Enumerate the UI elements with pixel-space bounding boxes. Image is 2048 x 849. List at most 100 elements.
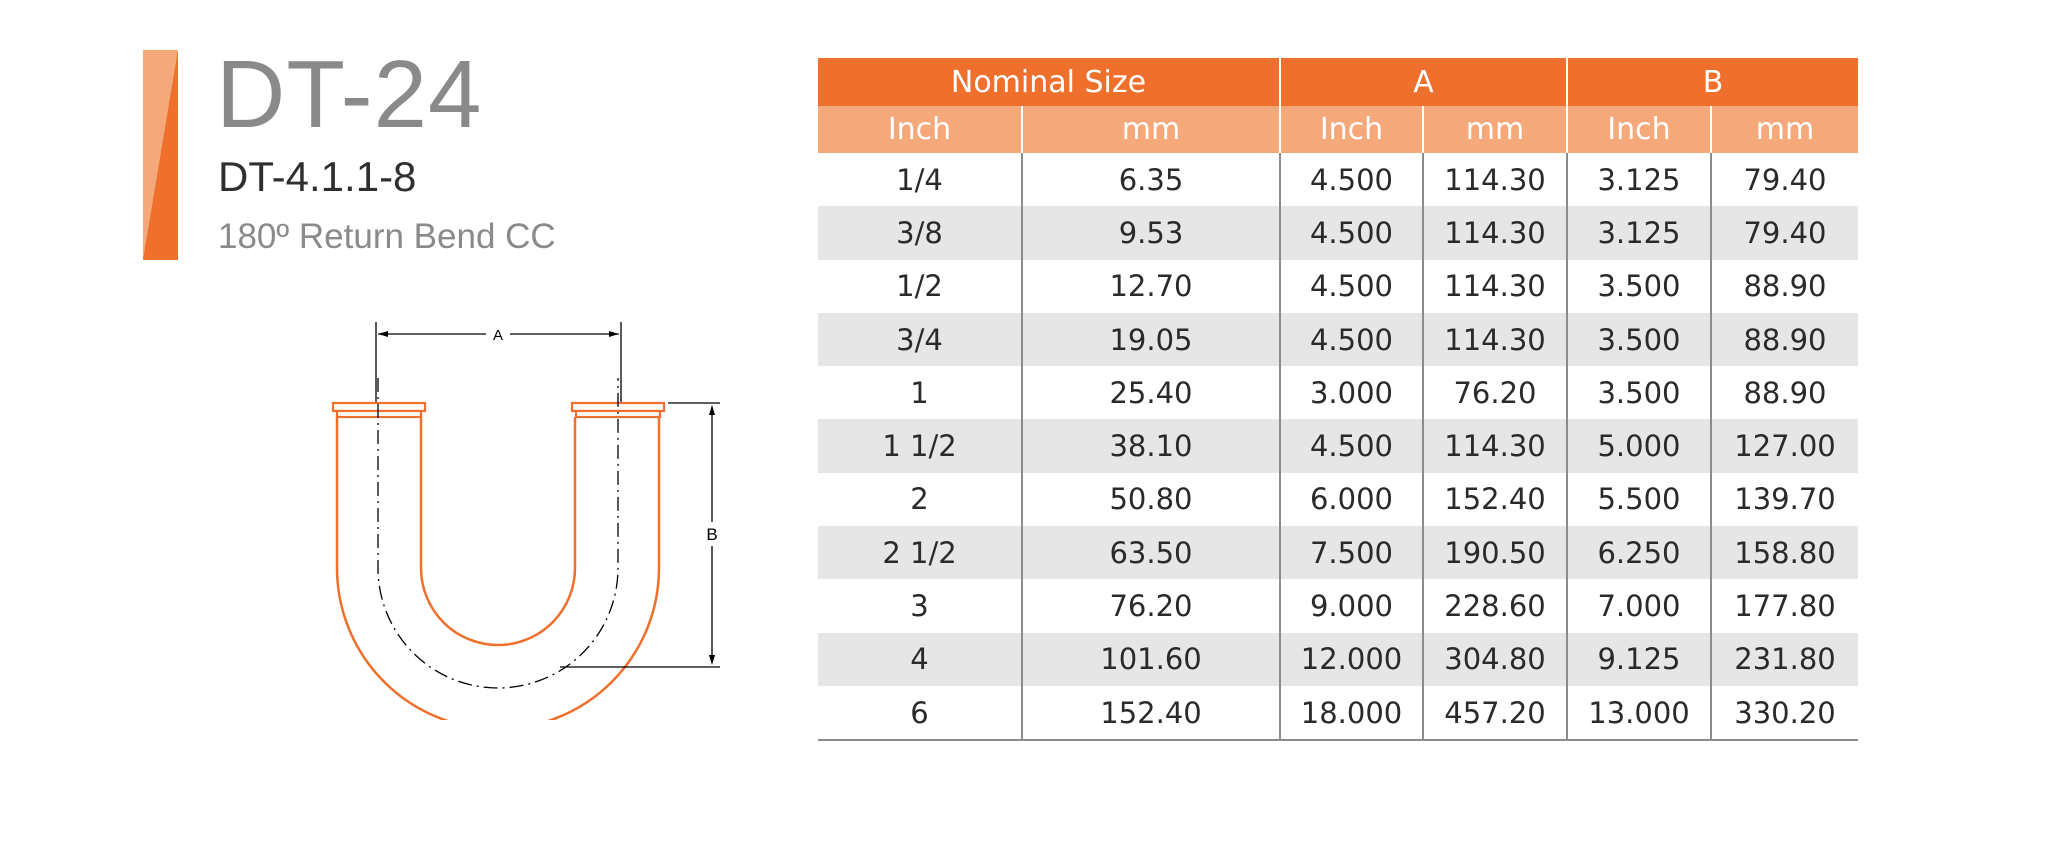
b-mm-cell: 330.20 (1710, 685, 1858, 742)
a-inch-cell: 4.500 (1279, 206, 1423, 260)
a-inch-cell: 12.000 (1279, 632, 1423, 686)
table-row: 4 101.60 12.000 304.80 9.125 231.80 (818, 632, 1858, 686)
b-inch-cell: 13.000 (1566, 685, 1711, 742)
sub-header-inch: Inch (1566, 106, 1711, 153)
nominal-mm-cell: 12.70 (1021, 259, 1280, 313)
sub-header-inch: Inch (818, 106, 1022, 153)
b-inch-cell: 3.500 (1566, 312, 1711, 367)
product-code: DT-4.1.1-8 (218, 153, 417, 200)
b-inch-cell: 3.125 (1566, 206, 1711, 260)
b-inch-cell: 3.500 (1566, 259, 1711, 313)
a-mm-cell: 114.30 (1422, 259, 1567, 313)
group-header-b: B (1566, 58, 1858, 106)
nominal-inch-cell: 1 1/2 (818, 419, 1022, 473)
nominal-mm-cell: 6.35 (1021, 153, 1280, 207)
centerline (377, 378, 619, 689)
nominal-inch-cell: 2 (910, 482, 929, 517)
a-mm-cell: 114.30 (1422, 206, 1567, 260)
nominal-mm-cell: 25.40 (1021, 366, 1280, 420)
table-row: 6 152.40 18.000 457.20 13.000 330.20 (818, 685, 1858, 742)
table-row: 1 25.40 3.000 76.20 3.500 88.90 (818, 366, 1858, 420)
table-row: 2 1/2 63.50 7.500 190.50 6.250 158.80 (818, 526, 1858, 580)
b-mm-cell: 88.90 (1710, 259, 1858, 313)
table-row: 2 50.80 6.000 152.40 5.500 139.70 (818, 472, 1858, 527)
b-inch-cell: 9.125 (1566, 632, 1711, 686)
a-mm-cell: 76.20 (1422, 366, 1567, 420)
dimension-a-label: A (493, 327, 503, 344)
table-row: 3/4 19.05 4.500 114.30 3.500 88.90 (818, 312, 1858, 367)
flanges (331, 401, 666, 419)
b-mm-cell: 88.90 (1710, 366, 1858, 420)
b-inch-cell: 3.500 (1566, 366, 1711, 420)
nominal-inch-cell: 1/2 (896, 269, 943, 304)
a-mm-cell: 152.40 (1422, 472, 1567, 527)
a-inch-cell: 4.500 (1279, 419, 1423, 473)
accent-bar (143, 50, 178, 260)
b-inch-cell: 7.000 (1566, 579, 1711, 633)
dimension-a (375, 322, 622, 402)
nominal-mm-cell: 50.80 (1021, 472, 1280, 527)
nominal-mm-cell: 9.53 (1021, 206, 1280, 260)
nominal-inch-cell: 2 1/2 (818, 526, 1022, 580)
tube-outer (335, 417, 661, 720)
nominal-mm-cell: 76.20 (1021, 579, 1280, 633)
sub-header-mm: mm (1710, 106, 1858, 153)
a-inch-cell: 7.500 (1279, 526, 1423, 580)
b-inch-cell: 5.500 (1566, 472, 1711, 527)
nominal-mm-cell: 63.50 (1021, 526, 1280, 580)
a-mm-cell: 304.80 (1422, 632, 1567, 686)
table-row: 1 1/2 38.10 4.500 114.30 5.000 127.00 (818, 419, 1858, 473)
b-inch-cell: 3.125 (1566, 153, 1711, 207)
nominal-inch-cell: 1/4 (896, 162, 943, 197)
nominal-inch-cell: 3 (910, 589, 929, 624)
nominal-inch-cell: 1 (910, 375, 929, 410)
table-row: 1/4 6.35 4.500 114.30 3.125 79.40 (818, 153, 1858, 207)
a-mm-cell: 114.30 (1422, 312, 1567, 367)
nominal-mm-cell: 38.10 (1021, 419, 1280, 473)
nominal-inch-cell: 3/8 (818, 206, 1022, 260)
nominal-inch-cell: 6 (818, 685, 1022, 742)
a-inch-cell: 6.000 (1279, 472, 1423, 527)
product-title: DT-24 (216, 41, 483, 148)
b-mm-cell: 139.70 (1710, 472, 1858, 527)
a-mm-cell: 457.20 (1422, 685, 1567, 742)
nominal-mm-cell: 152.40 (1021, 685, 1280, 742)
table-body: 1/4 6.35 4.500 114.30 3.125 79.40 3/8 9.53 4.500… (818, 153, 1858, 742)
table-row: 3 76.20 9.000 228.60 7.000 177.80 (818, 579, 1858, 633)
b-mm-cell: 127.00 (1710, 419, 1858, 473)
a-mm-cell: 114.30 (1422, 153, 1567, 207)
product-description: 180º Return Bend CC (218, 217, 556, 256)
b-mm-cell: 158.80 (1710, 526, 1858, 580)
b-inch-cell: 5.000 (1566, 419, 1711, 473)
table-row: 3/8 9.53 4.500 114.30 3.125 79.40 (818, 206, 1858, 260)
a-inch-cell: 4.500 (1279, 259, 1423, 313)
a-inch-cell: 9.000 (1279, 579, 1423, 633)
group-header-a: A (1279, 58, 1567, 106)
b-mm-cell: 177.80 (1710, 579, 1858, 633)
nominal-mm-cell: 19.05 (1021, 312, 1280, 367)
group-header-row: Nominal Size A B (818, 58, 1858, 106)
sub-header-inch: Inch (1279, 106, 1423, 153)
dimension-b (560, 402, 720, 668)
group-header-nominal-size: Nominal Size (818, 58, 1280, 106)
nominal-mm-cell: 101.60 (1021, 632, 1280, 686)
sub-header-mm: mm (1422, 106, 1567, 153)
table-row: 1/2 12.70 4.500 114.30 3.500 88.90 (818, 259, 1858, 313)
sub-header-row: Inch mm Inch mm Inch mm (818, 106, 1858, 153)
b-mm-cell: 79.40 (1710, 206, 1858, 260)
a-inch-cell: 18.000 (1279, 685, 1423, 742)
a-mm-cell: 114.30 (1422, 419, 1567, 473)
dimension-b-label: B (706, 525, 717, 544)
dimensions-table: Nominal Size A B Inch mm Inch mm Inch mm… (818, 58, 1858, 742)
sub-header-mm: mm (1021, 106, 1280, 153)
a-mm-cell: 190.50 (1422, 526, 1567, 580)
b-mm-cell: 79.40 (1710, 153, 1858, 207)
b-mm-cell: 88.90 (1710, 312, 1858, 367)
a-mm-cell: 228.60 (1422, 579, 1567, 633)
nominal-inch-cell: 4 (818, 632, 1022, 686)
a-inch-cell: 4.500 (1279, 312, 1423, 367)
return-bend-drawing: A B (331, 322, 720, 720)
tube-inner (419, 417, 577, 647)
b-mm-cell: 231.80 (1710, 632, 1858, 686)
a-inch-cell: 3.000 (1279, 366, 1423, 420)
